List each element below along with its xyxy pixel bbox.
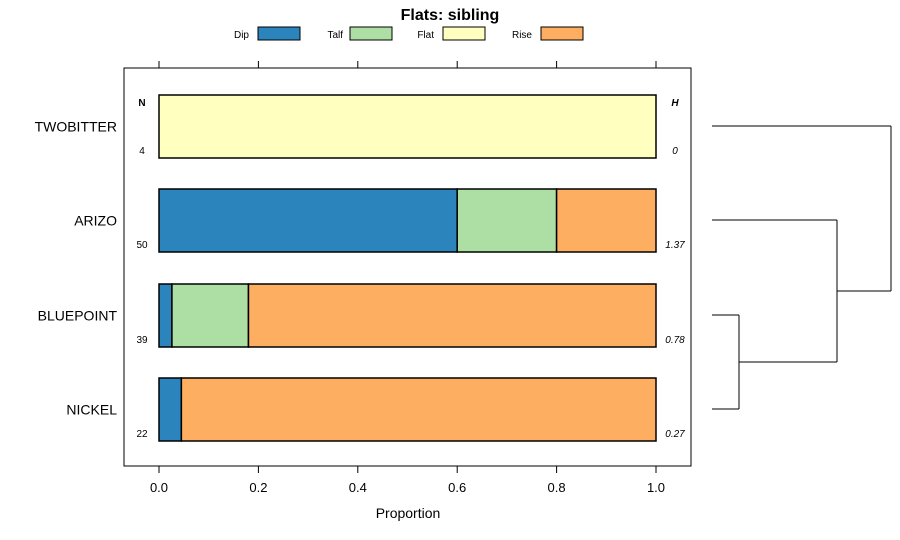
bar-segment-rise	[555, 188, 657, 253]
x-tick-label: 0.2	[249, 480, 267, 495]
x-tick-label: 0.4	[349, 480, 367, 495]
legend-swatch-dip	[257, 26, 301, 41]
chart-title: Flats: sibling	[401, 7, 500, 24]
bars: N H TWOBITTER 4 0 ARIZO 50 1.37 BLUEPOINT 39 0.78 N…	[35, 94, 685, 442]
n-value: 22	[136, 429, 148, 440]
category-label: TWOBITTER	[35, 119, 117, 135]
n-header: N	[138, 98, 145, 109]
n-value: 4	[139, 146, 145, 157]
legend-swatch-flat	[442, 26, 486, 41]
bar-segment-talf	[456, 188, 558, 253]
plot-frame	[123, 67, 692, 467]
bar-segment-rise	[247, 283, 657, 348]
category-label: ARIZO	[74, 213, 117, 229]
category-label: NICKEL	[66, 402, 117, 418]
h-header: H	[671, 98, 679, 109]
x-axis-label: Proportion	[376, 505, 441, 521]
bar-segment-dip	[158, 283, 173, 348]
x-tick-label: 0.8	[548, 480, 566, 495]
h-value: 1.37	[665, 240, 685, 251]
legend-swatch-rise	[540, 26, 584, 41]
bar-segment-talf	[171, 283, 250, 348]
x-tick-label: 0.6	[448, 480, 466, 495]
dendrogram	[712, 125, 892, 410]
x-tick-label: 1.0	[647, 480, 665, 495]
category-label: BLUEPOINT	[38, 308, 118, 324]
bar-segment-dip	[158, 188, 458, 253]
legend-label-dip: Dip	[234, 30, 249, 41]
n-value: 39	[136, 335, 148, 346]
n-value: 50	[136, 240, 148, 251]
legend-label-talf: Talf	[327, 30, 343, 41]
bar-segment-dip	[158, 377, 183, 442]
bar-segment-flat	[158, 94, 657, 159]
x-tick-label: 0.0	[150, 480, 168, 495]
legend-label-flat: Flat	[417, 30, 434, 41]
legend: Dip Talf Flat Rise	[234, 26, 584, 41]
axis-ticks: 0.0 0.2 0.4 0.6 0.8 1.0	[150, 61, 665, 495]
h-value: 0	[672, 146, 678, 157]
h-value: 0.78	[665, 335, 685, 346]
legend-label-rise: Rise	[512, 30, 532, 41]
bar-segment-rise	[180, 377, 657, 442]
h-value: 0.27	[665, 429, 685, 440]
legend-swatch-talf	[349, 26, 393, 41]
